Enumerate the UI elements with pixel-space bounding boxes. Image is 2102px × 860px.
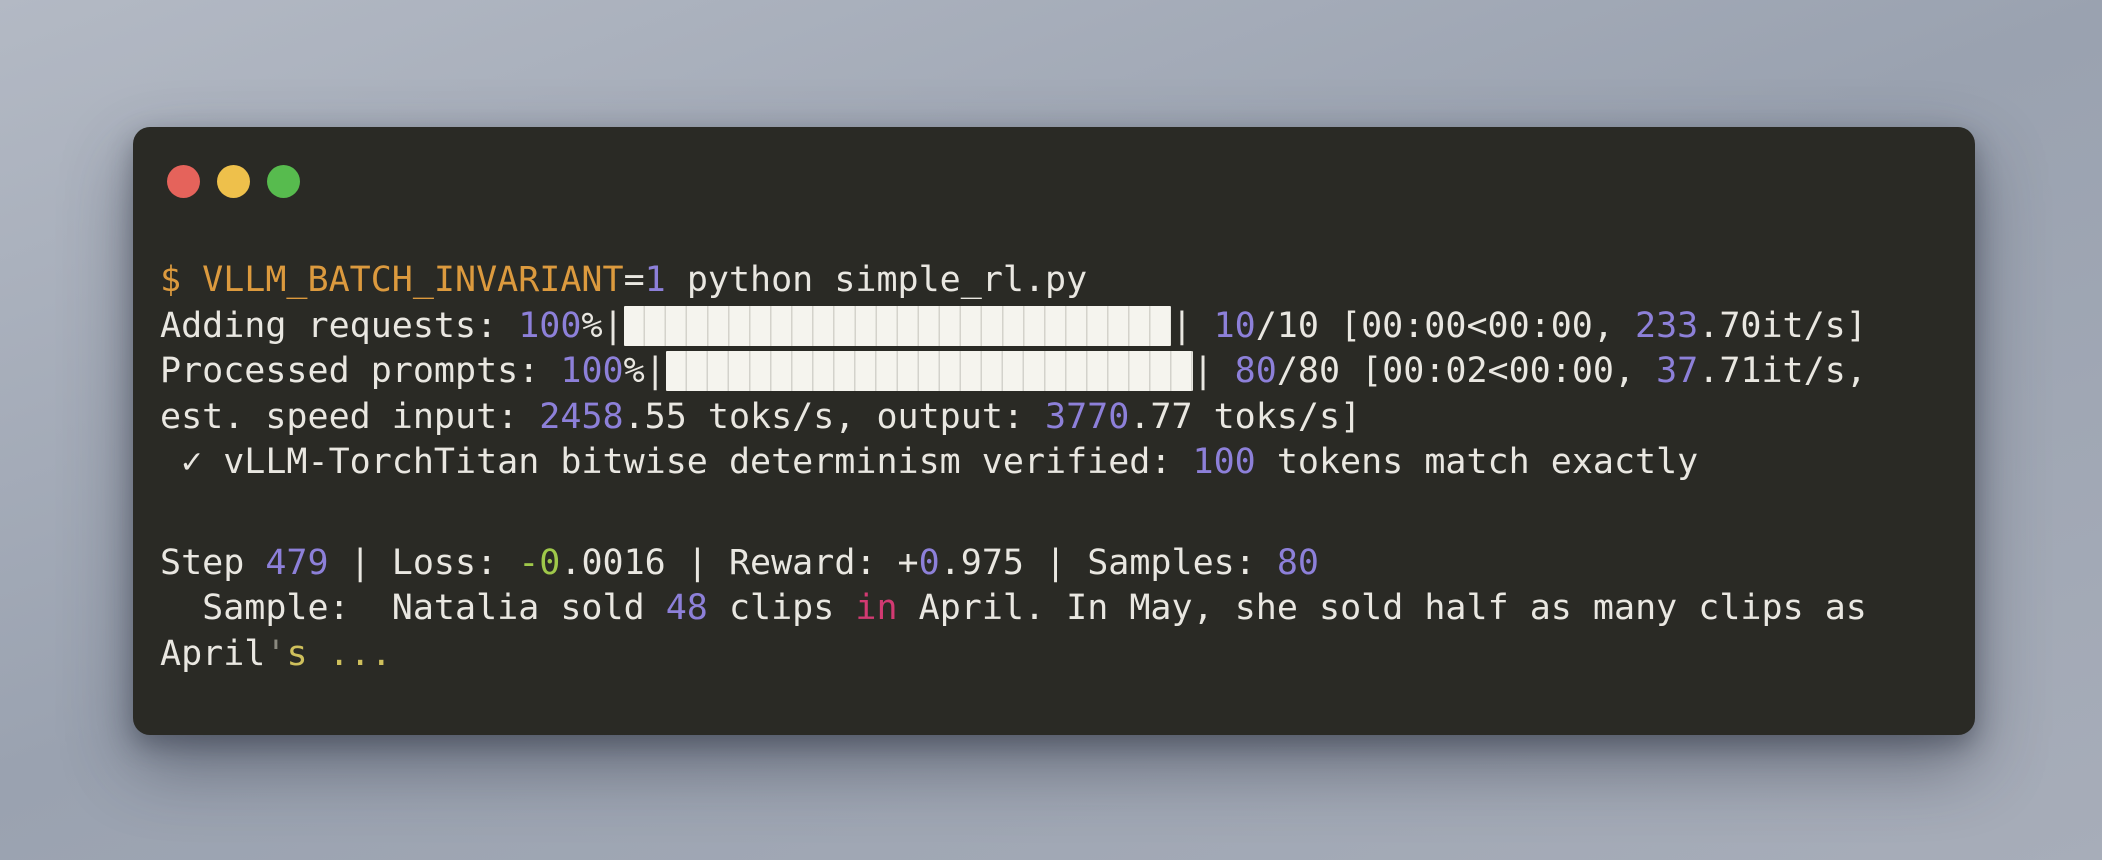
text-segment: 80 — [1276, 542, 1320, 583]
text-segment: ' — [265, 633, 287, 674]
text-segment: = — [623, 260, 645, 300]
text-segment: tokens match exactly — [1255, 442, 1699, 482]
speed-stats-line: est. speed input: 2458.55 toks/s, output… — [160, 395, 1975, 441]
text-segment: April — [160, 633, 266, 674]
text-segment: | — [1171, 305, 1214, 346]
text-segment: Sample: Natalia sold — [160, 588, 666, 628]
text-segment: ✓ vLLM-TorchTitan bitwise determinism ve… — [160, 442, 1193, 482]
command-line: $ VLLM_BATCH_INVARIANT=1 python simple_r… — [160, 258, 1975, 304]
text-segment: ... — [307, 633, 392, 674]
determinism-verified-line: ✓ vLLM-TorchTitan bitwise determinism ve… — [160, 440, 1975, 486]
sample-line: Sample: Natalia sold 48 clips in April. … — [160, 586, 1975, 632]
titlebar[interactable] — [133, 127, 1975, 217]
terminal-window: $ VLLM_BATCH_INVARIANT=1 python simple_r… — [133, 127, 1975, 735]
adding-requests-progress: Adding requests: 100%| | 10/10 [00:00<00:… — [160, 304, 1975, 350]
text-segment: in — [855, 588, 898, 628]
text-segment: 1 — [644, 260, 666, 300]
text-segment: .55 toks/s, output: — [623, 396, 1046, 437]
step-metrics-line: Step 479 | Loss: -0.0016 | Reward: +0.97… — [160, 541, 1975, 587]
sample-continuation-line: April's ... — [160, 632, 1975, 678]
text-segment: Step — [160, 542, 266, 583]
text-segment: .70it/s] — [1698, 305, 1867, 346]
blank-line — [160, 486, 1975, 541]
text-segment: | — [1192, 351, 1235, 391]
text-segment: 10 — [1213, 305, 1256, 346]
text-segment: 479 — [265, 542, 329, 583]
text-segment: .71it/s, — [1698, 351, 1867, 391]
text-segment: 37 — [1656, 351, 1699, 391]
text-segment: .77 toks/s] — [1129, 396, 1362, 437]
text-segment: /10 [00:00<00:00, — [1255, 305, 1636, 346]
text-segment: 80 — [1234, 351, 1277, 391]
processed-prompts-progress: Processed prompts: 100%| | 80/80 [00:02<0… — [160, 349, 1975, 395]
text-segment: %| — [581, 305, 624, 346]
text-segment: -0 — [518, 542, 561, 583]
text-segment: | Loss: — [328, 542, 519, 583]
minimize-button[interactable] — [217, 165, 250, 198]
progress-bar — [665, 351, 1193, 391]
text-segment: est. speed input: — [160, 396, 540, 437]
text-segment: 100 — [1192, 442, 1256, 482]
text-segment: s — [286, 633, 308, 674]
text-segment: 3770 — [1045, 396, 1130, 437]
terminal-output: $ VLLM_BATCH_INVARIANT=1 python simple_r… — [160, 258, 1975, 735]
zoom-button[interactable] — [267, 165, 300, 198]
text-segment: .975 | Samples: — [939, 542, 1277, 583]
text-segment: $ VLLM_BATCH_INVARIANT — [160, 260, 624, 300]
text-segment: Processed prompts: — [160, 351, 561, 391]
text-segment: 0 — [918, 542, 940, 583]
text-segment: python simple_rl.py — [665, 260, 1088, 300]
text-segment: 233 — [1635, 305, 1699, 346]
text-segment: clips — [707, 588, 856, 628]
text-segment: %| — [623, 351, 666, 391]
close-button[interactable] — [167, 165, 200, 198]
text-segment: 48 — [665, 588, 708, 628]
text-segment: 100 — [518, 305, 582, 346]
text-segment: Adding requests: — [160, 305, 519, 346]
text-segment: .0016 | Reward: + — [560, 542, 919, 583]
progress-bar — [623, 305, 1172, 346]
text-segment: /80 [00:02<00:00, — [1276, 351, 1657, 391]
text-segment: 100 — [560, 351, 624, 391]
text-segment: April. In May, she sold half as many cli… — [897, 588, 1867, 628]
text-segment: 2458 — [539, 396, 624, 437]
